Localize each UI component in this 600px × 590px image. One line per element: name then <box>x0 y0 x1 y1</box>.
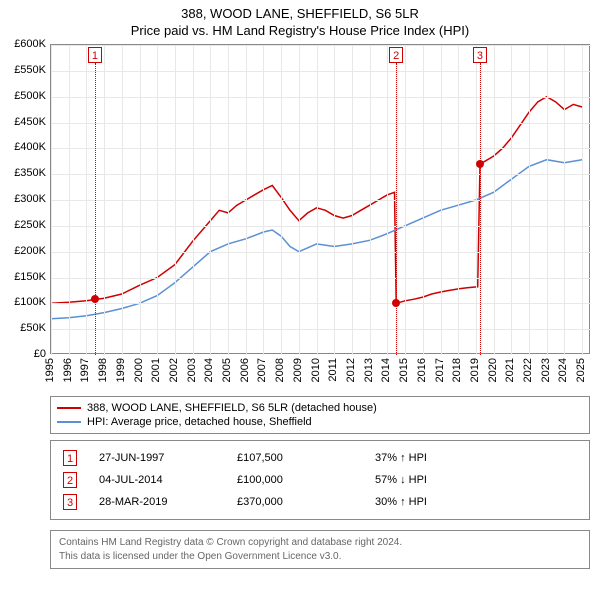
transaction-marker: 2 <box>63 472 77 488</box>
legend-row: HPI: Average price, detached house, Shef… <box>57 415 583 429</box>
xtick-label: 1995 <box>44 358 56 382</box>
xtick-label: 2023 <box>540 358 552 382</box>
chart-area: 123 £0£50K£100K£150K£200K£250K£300K£350K… <box>50 44 590 354</box>
xtick-label: 2003 <box>186 358 198 382</box>
ytick-label: £50K <box>0 322 46 334</box>
xtick-label: 2012 <box>345 358 357 382</box>
legend-label: 388, WOOD LANE, SHEFFIELD, S6 5LR (detac… <box>87 402 377 414</box>
xtick-label: 2008 <box>274 358 286 382</box>
transaction-delta: 57% ↓ HPI <box>371 469 581 491</box>
xtick-label: 2021 <box>504 358 516 382</box>
xtick-label: 2011 <box>327 358 339 382</box>
series-line <box>51 160 582 319</box>
marker-vline <box>396 63 397 355</box>
xtick-label: 2006 <box>239 358 251 382</box>
ytick-label: £150K <box>0 271 46 283</box>
transaction-price: £100,000 <box>233 469 371 491</box>
ytick-label: £200K <box>0 245 46 257</box>
transaction-marker: 3 <box>63 494 77 510</box>
xtick-label: 2007 <box>256 358 268 382</box>
transaction-delta: 37% ↑ HPI <box>371 447 581 469</box>
transaction-row: 2 04-JUL-2014£100,00057% ↓ HPI <box>59 469 581 491</box>
xtick-label: 2016 <box>416 358 428 382</box>
legend-row: 388, WOOD LANE, SHEFFIELD, S6 5LR (detac… <box>57 401 583 415</box>
xtick-label: 2010 <box>310 358 322 382</box>
marker-number-box: 2 <box>389 47 403 63</box>
xtick-label: 2015 <box>398 358 410 382</box>
xtick-label: 2009 <box>292 358 304 382</box>
xtick-label: 2020 <box>487 358 499 382</box>
xtick-label: 2024 <box>557 358 569 382</box>
transaction-date: 28-MAR-2019 <box>95 491 233 513</box>
legend-swatch <box>57 407 81 409</box>
series-svg <box>51 45 591 355</box>
ytick-label: £250K <box>0 219 46 231</box>
transaction-price: £370,000 <box>233 491 371 513</box>
transaction-marker: 1 <box>63 450 77 466</box>
transactions-box: 1 27-JUN-1997£107,50037% ↑ HPI 2 04-JUL-201… <box>50 440 590 520</box>
attribution-line-1: Contains HM Land Registry data © Crown c… <box>59 536 581 550</box>
xtick-label: 2018 <box>451 358 463 382</box>
marker-vline <box>95 63 96 355</box>
legend-label: HPI: Average price, detached house, Shef… <box>87 416 312 428</box>
xtick-label: 1996 <box>62 358 74 382</box>
xtick-label: 2001 <box>150 358 162 382</box>
xtick-label: 1997 <box>79 358 91 382</box>
xtick-label: 2022 <box>522 358 534 382</box>
transaction-delta: 30% ↑ HPI <box>371 491 581 513</box>
transaction-price: £107,500 <box>233 447 371 469</box>
ytick-label: £0 <box>0 348 46 360</box>
transactions-table: 1 27-JUN-1997£107,50037% ↑ HPI 2 04-JUL-201… <box>59 447 581 513</box>
xtick-label: 2014 <box>380 358 392 382</box>
title-line-2: Price paid vs. HM Land Registry's House … <box>0 23 600 40</box>
transaction-date: 27-JUN-1997 <box>95 447 233 469</box>
ytick-label: £350K <box>0 167 46 179</box>
legend-box: 388, WOOD LANE, SHEFFIELD, S6 5LR (detac… <box>50 396 590 434</box>
attribution-line-2: This data is licensed under the Open Gov… <box>59 550 581 564</box>
ytick-label: £600K <box>0 38 46 50</box>
ytick-label: £400K <box>0 141 46 153</box>
xtick-label: 2005 <box>221 358 233 382</box>
xtick-label: 2002 <box>168 358 180 382</box>
ytick-label: £450K <box>0 116 46 128</box>
xtick-label: 2025 <box>575 358 587 382</box>
marker-vline <box>480 63 481 355</box>
transaction-row: 3 28-MAR-2019£370,00030% ↑ HPI <box>59 491 581 513</box>
marker-number-box: 1 <box>88 47 102 63</box>
marker-number-box: 3 <box>473 47 487 63</box>
xtick-label: 2004 <box>203 358 215 382</box>
attribution-box: Contains HM Land Registry data © Crown c… <box>50 530 590 569</box>
xtick-label: 1999 <box>115 358 127 382</box>
transaction-row: 1 27-JUN-1997£107,50037% ↑ HPI <box>59 447 581 469</box>
title-line-1: 388, WOOD LANE, SHEFFIELD, S6 5LR <box>0 6 600 23</box>
transaction-date: 04-JUL-2014 <box>95 469 233 491</box>
ytick-label: £550K <box>0 64 46 76</box>
legend-swatch <box>57 421 81 423</box>
xtick-label: 1998 <box>97 358 109 382</box>
title-block: 388, WOOD LANE, SHEFFIELD, S6 5LR Price … <box>0 0 600 40</box>
figure-root: 388, WOOD LANE, SHEFFIELD, S6 5LR Price … <box>0 0 600 590</box>
xtick-label: 2019 <box>469 358 481 382</box>
ytick-label: £500K <box>0 90 46 102</box>
series-line <box>51 97 582 304</box>
xtick-label: 2013 <box>363 358 375 382</box>
plot-region: 1 2 3 <box>50 44 590 354</box>
xtick-label: 2000 <box>133 358 145 382</box>
xtick-label: 2017 <box>434 358 446 382</box>
ytick-label: £100K <box>0 296 46 308</box>
ytick-label: £300K <box>0 193 46 205</box>
